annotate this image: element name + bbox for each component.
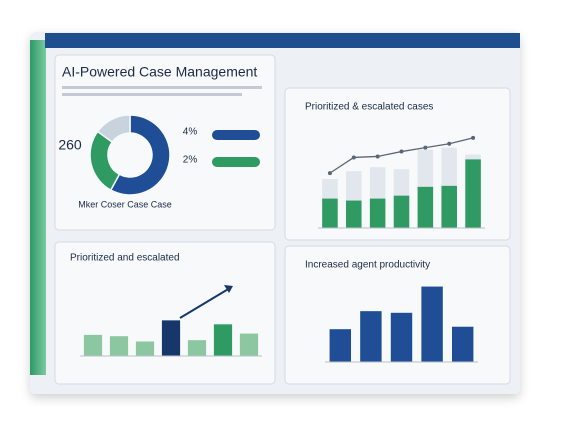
bar	[441, 185, 457, 228]
bar	[417, 186, 434, 228]
bar	[451, 326, 474, 362]
chart-title: Prioritized & escalated cases	[305, 102, 433, 113]
line-point	[375, 154, 380, 159]
donut-segment	[96, 114, 131, 144]
bar	[135, 341, 155, 356]
bar	[187, 340, 207, 356]
annotation: 2%	[183, 155, 198, 166]
line-point	[447, 141, 452, 146]
arrow-head	[224, 285, 233, 293]
annotation: 260	[58, 137, 82, 153]
trend-arrow	[179, 287, 231, 319]
bar	[83, 334, 103, 356]
bar	[213, 324, 233, 356]
line-point	[399, 149, 404, 154]
bar	[421, 286, 443, 362]
line-point	[327, 171, 332, 176]
header-bar	[45, 33, 520, 48]
bar	[322, 198, 338, 228]
line-point	[471, 135, 476, 140]
bar	[390, 312, 413, 362]
page-title: AI-Powered Case Management	[62, 64, 257, 80]
bar	[329, 329, 352, 362]
annotation: 4%	[183, 127, 198, 138]
chart-title: Increased agent productivity	[305, 260, 430, 271]
donut-caption: Mker Coser Case Case	[78, 199, 172, 209]
bar	[161, 320, 181, 356]
bar	[369, 198, 386, 228]
bar	[239, 333, 259, 356]
chart-title: Prioritized and escalated	[70, 253, 180, 264]
line-point	[423, 145, 428, 150]
legend-pill	[212, 130, 260, 140]
donut-segment	[109, 114, 171, 196]
bar	[109, 336, 129, 356]
bar	[393, 195, 410, 228]
bar	[360, 311, 382, 362]
bar	[346, 200, 362, 228]
bar	[465, 159, 481, 228]
subtitle-placeholder	[62, 93, 242, 96]
subtitle-placeholder	[62, 86, 262, 89]
side-strip	[30, 40, 46, 375]
legend-pill	[212, 157, 260, 167]
line-point	[351, 155, 356, 160]
